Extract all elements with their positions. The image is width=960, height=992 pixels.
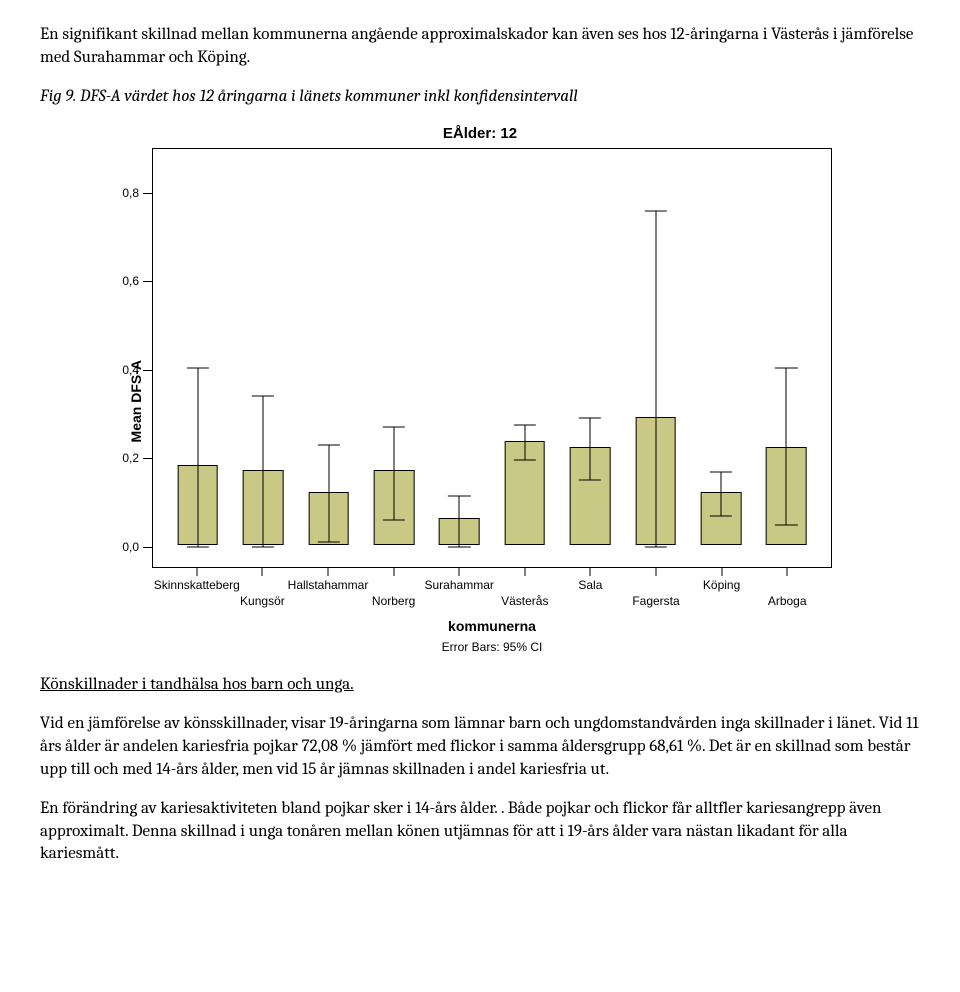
x-tick-label: Sala — [578, 578, 602, 592]
bar-slot — [754, 149, 819, 567]
x-tick-label: Surahammar — [425, 578, 494, 592]
error-bar-stem — [524, 425, 525, 460]
x-tick-label: Hallstahammar — [288, 578, 369, 592]
error-bar-cap — [448, 495, 470, 496]
error-bar-stem — [263, 396, 264, 546]
x-axis-label: kommunerna — [448, 618, 536, 634]
x-tick-label: Skinnskatteberg — [154, 578, 240, 592]
x-tick-label: Fagersta — [632, 594, 679, 608]
chart-frame: Mean DFS-A 0,00,20,40,60,8 Skinnskattebe… — [128, 148, 832, 654]
bar-slot — [557, 149, 622, 567]
chart-container: EÅlder: 12 Mean DFS-A 0,00,20,40,60,8 Sk… — [40, 125, 920, 654]
error-bar-stem — [786, 368, 787, 525]
x-tick — [262, 568, 263, 576]
bar-slot — [492, 149, 557, 567]
error-bars-label: Error Bars: 95% CI — [442, 640, 543, 654]
intro-paragraph: En signifikant skillnad mellan kommunern… — [40, 24, 920, 70]
x-tick — [590, 568, 591, 576]
x-tick — [721, 568, 722, 576]
plot-area: 0,00,20,40,60,8 — [152, 148, 832, 568]
error-bar-cap — [644, 210, 666, 211]
error-bar-cap — [317, 445, 339, 446]
error-bar-cap — [579, 418, 601, 419]
error-bar-cap — [644, 546, 666, 547]
error-bar-cap — [383, 520, 405, 521]
bar-slot — [230, 149, 295, 567]
error-bar-stem — [459, 496, 460, 547]
y-tick-label: 0,6 — [122, 274, 153, 288]
x-tick-row: SkinnskattebergKungsörHallstahammarNorbe… — [152, 568, 832, 614]
x-tick — [393, 568, 394, 576]
bar-slot — [688, 149, 753, 567]
error-bar-cap — [710, 471, 732, 472]
error-bar-cap — [710, 515, 732, 516]
x-tick-label: Arboga — [768, 594, 807, 608]
error-bar-cap — [383, 427, 405, 428]
error-bar-cap — [775, 524, 797, 525]
y-tick-label: 0,0 — [122, 540, 153, 554]
y-tick-label: 0,8 — [122, 186, 153, 200]
x-tick — [524, 568, 525, 576]
x-tick-label: Köping — [703, 578, 740, 592]
x-tick-label: Kungsör — [240, 594, 285, 608]
error-bar-stem — [328, 445, 329, 542]
x-tick — [328, 568, 329, 576]
y-tick-label: 0,2 — [122, 451, 153, 465]
error-bar-cap — [187, 546, 209, 547]
error-bar-stem — [720, 472, 721, 516]
error-bar-cap — [775, 367, 797, 368]
y-tick-label: 0,4 — [122, 363, 153, 377]
bar-slot — [296, 149, 361, 567]
error-bar-stem — [393, 427, 394, 520]
x-tick — [656, 568, 657, 576]
bar-slot — [361, 149, 426, 567]
error-bar-cap — [514, 460, 536, 461]
error-bar-cap — [252, 546, 274, 547]
error-bar-stem — [655, 211, 656, 547]
error-bar-cap — [579, 480, 601, 481]
error-bar-cap — [317, 542, 339, 543]
error-bar-stem — [197, 368, 198, 547]
section-heading: Könskillnader i tandhälsa hos barn och u… — [40, 674, 920, 697]
x-tick — [459, 568, 460, 576]
error-bar-cap — [448, 546, 470, 547]
error-bar-cap — [514, 425, 536, 426]
body-paragraph-2: En förändring av kariesaktiviteten bland… — [40, 798, 920, 867]
error-bar-stem — [590, 418, 591, 480]
bar-slot — [623, 149, 688, 567]
bars-row — [153, 149, 831, 567]
x-tick-label: Västerås — [501, 594, 548, 608]
body-paragraph-1: Vid en jämförelse av könsskillnader, vis… — [40, 713, 920, 782]
x-tick-label: Norberg — [372, 594, 415, 608]
error-bar-cap — [187, 367, 209, 368]
bar-slot — [427, 149, 492, 567]
x-tick — [196, 568, 197, 576]
x-tick — [787, 568, 788, 576]
error-bar-cap — [252, 396, 274, 397]
bar-slot — [165, 149, 230, 567]
chart-title: EÅlder: 12 — [443, 125, 517, 142]
figure-caption: Fig 9. DFS-A värdet hos 12 åringarna i l… — [40, 86, 920, 109]
